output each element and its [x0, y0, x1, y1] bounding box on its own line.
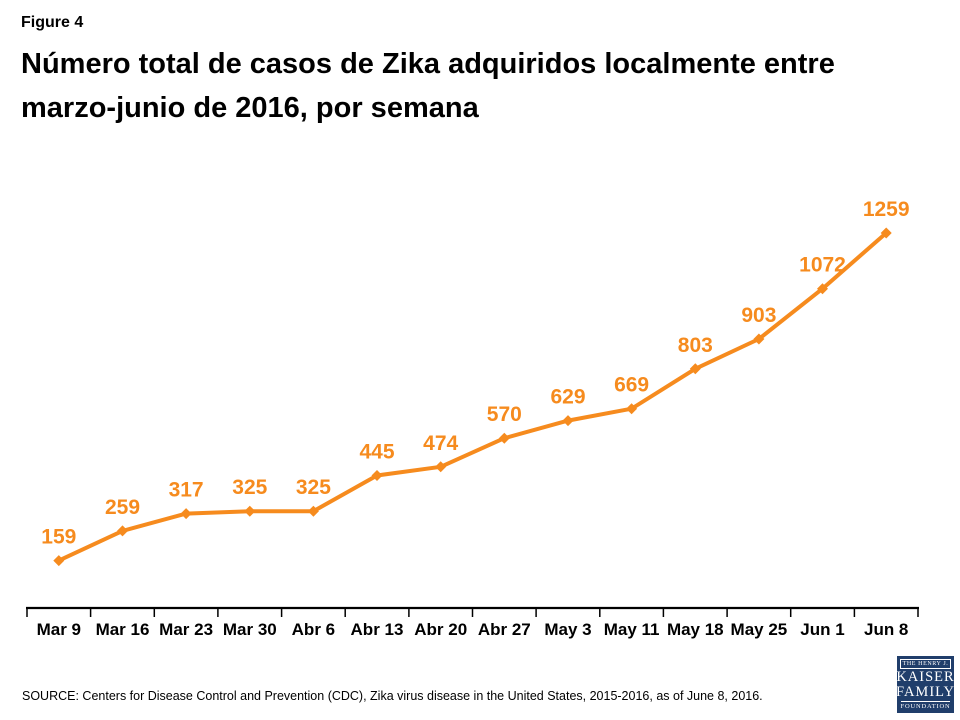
x-axis-label: Mar 16	[96, 620, 150, 639]
data-point-marker	[753, 333, 765, 345]
data-label: 259	[105, 496, 140, 519]
data-point-marker	[689, 363, 701, 375]
x-axis-label: May 11	[604, 620, 660, 639]
chart-title-line1: Número total de casos de Zika adquiridos…	[21, 48, 835, 80]
x-axis-label: Mar 23	[159, 620, 213, 639]
kff-logo-top-text: THE HENRY J.	[899, 659, 952, 669]
chart-title: Número total de casos de Zika adquiridos…	[21, 42, 946, 130]
data-point-marker	[880, 227, 892, 239]
figure-label: Figure 4	[21, 14, 84, 31]
chart-title-line2: marzo-junio de 2016, por semana	[21, 92, 479, 124]
x-axis-label: May 3	[544, 620, 591, 639]
x-axis-label: Mar 30	[223, 620, 277, 639]
data-label: 317	[169, 479, 204, 502]
x-axis-label: Abr 27	[478, 620, 531, 639]
data-point-marker	[307, 505, 319, 517]
data-label: 669	[614, 374, 649, 397]
data-point-marker	[498, 432, 510, 444]
x-axis-label: Mar 9	[37, 620, 81, 639]
data-point-marker	[117, 525, 128, 537]
data-point-marker	[371, 470, 383, 481]
data-label: 570	[487, 403, 522, 426]
data-label: 1259	[863, 198, 910, 221]
data-label: 325	[232, 476, 267, 499]
x-axis-label: Abr 6	[292, 620, 335, 639]
data-point-marker	[435, 461, 447, 473]
data-label: 903	[741, 304, 776, 327]
data-label: 159	[41, 526, 76, 549]
data-label: 629	[550, 386, 585, 409]
data-label: 803	[678, 334, 713, 357]
kff-logo-kaiser: KAISER	[896, 669, 955, 685]
data-point-marker	[180, 508, 192, 520]
data-label: 474	[423, 432, 458, 455]
data-point-marker	[817, 283, 828, 295]
data-point-marker	[244, 505, 256, 517]
kff-logo-rule	[901, 701, 950, 702]
x-axis-label: Jun 8	[864, 620, 908, 639]
source-note: SOURCE: Centers for Disease Control and …	[22, 689, 763, 703]
x-axis-label: May 18	[667, 620, 724, 639]
series-line	[56, 231, 889, 563]
data-label: 1072	[799, 254, 846, 277]
data-point-marker	[626, 403, 638, 415]
data-point-marker	[562, 415, 574, 427]
data-label: 445	[359, 441, 394, 464]
kff-logo: THE HENRY J. KAISER FAMILY FOUNDATION	[895, 656, 956, 713]
x-axis-label: Abr 20	[414, 620, 467, 639]
x-axis-label: May 25	[731, 620, 788, 639]
data-label: 325	[296, 476, 331, 499]
x-axis-label: Jun 1	[800, 620, 844, 639]
data-point-marker	[53, 555, 65, 567]
kff-logo-family: FAMILY	[895, 684, 956, 700]
x-axis-label: Abr 13	[351, 620, 404, 639]
kff-logo-foundation: FOUNDATION	[900, 703, 951, 710]
